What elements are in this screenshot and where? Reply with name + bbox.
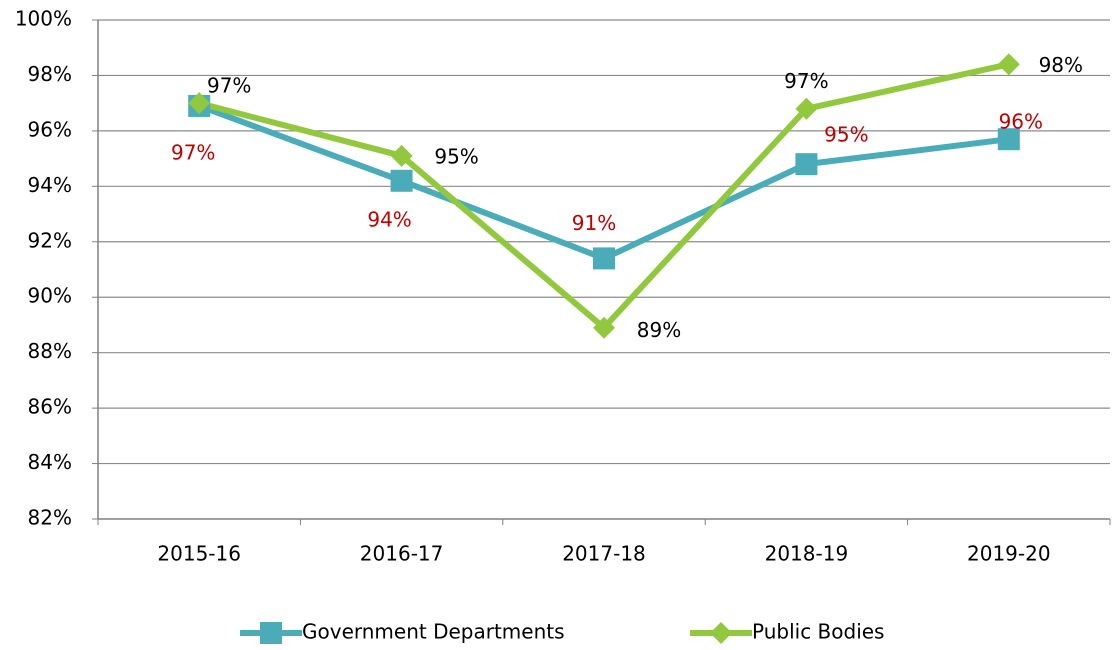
y-tick-label: 82% [28,506,72,530]
y-tick-label: 98% [28,62,72,86]
value-label: 97% [207,74,251,98]
value-label: 97% [171,140,215,164]
marker [795,97,818,120]
marker [188,92,211,115]
marker [593,247,615,270]
line [198,61,1010,331]
y-tick-label: 100% [15,7,72,31]
marker [997,128,1020,151]
legend-marker [710,622,732,644]
value-label: 96% [999,110,1043,134]
value-label: 91% [572,211,616,235]
value-label: 97% [784,69,828,93]
y-tick-label: 92% [28,228,72,252]
legend-label: Public Bodies [752,620,884,644]
x-tick-label: 2019-20 [967,542,1051,566]
y-tick-label: 84% [28,450,72,474]
line [198,103,1010,262]
x-tick-label: 2015-16 [157,542,241,566]
y-tick-label: 88% [28,339,72,363]
x-tick-label: 2017-18 [562,542,646,566]
marker [390,169,413,192]
value-label: 89% [637,318,681,342]
value-label: 98% [1039,53,1083,77]
y-tick-label: 94% [28,173,72,197]
value-label: 95% [434,144,478,168]
value-label: 95% [824,123,868,147]
value-label: 94% [367,207,411,231]
marker [390,144,413,167]
y-tick-label: 96% [28,117,72,141]
marker [593,316,615,339]
y-tick-label: 90% [28,284,72,308]
x-tick-label: 2016-17 [360,542,444,566]
marker [795,153,818,176]
x-tick-label: 2018-19 [765,542,849,566]
marker [997,53,1020,76]
legend-marker [260,622,282,644]
legend-label: Government Departments [302,620,565,644]
y-tick-label: 86% [28,395,72,419]
